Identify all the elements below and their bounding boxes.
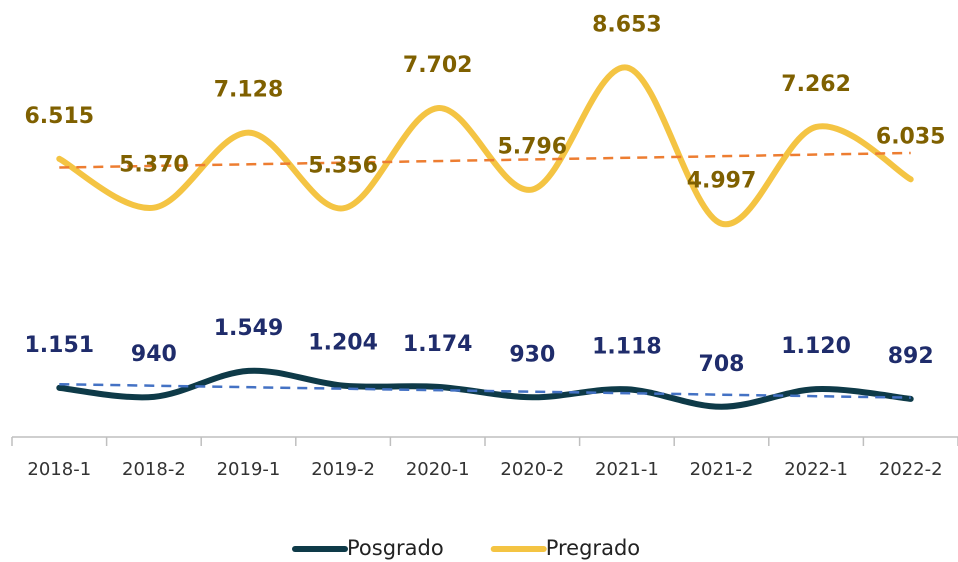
x-tick-label: 2021-1 [595,459,659,480]
data-label: 930 [509,342,555,367]
data-label: 1.118 [592,334,662,359]
x-tick-label: 2019-2 [311,459,375,480]
x-tick-label: 2020-1 [406,459,470,480]
x-tick-label: 2018-1 [27,459,91,480]
x-tick-label: 2019-1 [217,459,281,480]
legend-label: Posgrado [347,536,444,560]
x-tick-label: 2021-2 [690,459,754,480]
trend-line [59,151,911,169]
trend-line [59,382,911,399]
line [56,367,914,410]
data-label: 940 [131,342,177,367]
data-label: 6.035 [876,124,946,149]
line [56,64,914,228]
data-label: 1.120 [781,334,851,359]
data-label: 1.204 [308,331,378,356]
data-label: 708 [699,352,745,377]
x-tick-label: 2022-1 [784,459,848,480]
data-label: 5.370 [119,153,189,178]
data-label: 7.702 [403,53,473,78]
legend-label: Pregrado [546,536,640,560]
data-label: 4.997 [687,169,757,194]
data-label: 7.262 [781,72,851,97]
data-label: 1.174 [403,332,473,357]
data-label: 5.356 [308,153,378,178]
data-label: 1.151 [25,333,95,358]
data-label: 892 [888,344,934,369]
x-tick-label: 2018-2 [122,459,186,480]
data-label: 7.128 [214,78,284,103]
data-label: 1.549 [214,316,284,341]
data-label: 6.515 [25,104,95,129]
x-tick-label: 2020-2 [500,459,564,480]
data-label: 5.796 [498,135,568,160]
x-tick-label: 2022-2 [879,459,943,480]
data-label: 8.653 [592,13,662,38]
